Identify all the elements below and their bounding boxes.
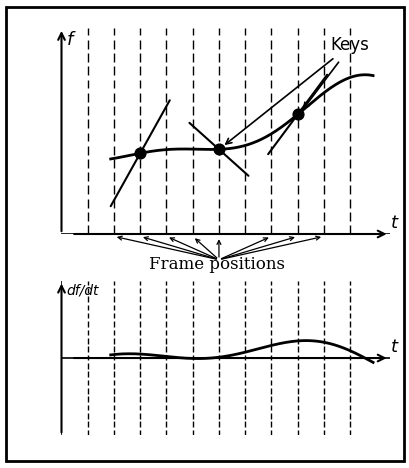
Text: Keys: Keys [225, 36, 369, 144]
Text: t: t [390, 213, 397, 232]
Text: df/dt: df/dt [66, 284, 99, 298]
Text: Frame positions: Frame positions [149, 256, 285, 273]
Text: t: t [390, 338, 397, 357]
Point [294, 111, 300, 118]
Point [215, 146, 222, 153]
Point [137, 149, 143, 157]
Text: f: f [66, 30, 73, 49]
